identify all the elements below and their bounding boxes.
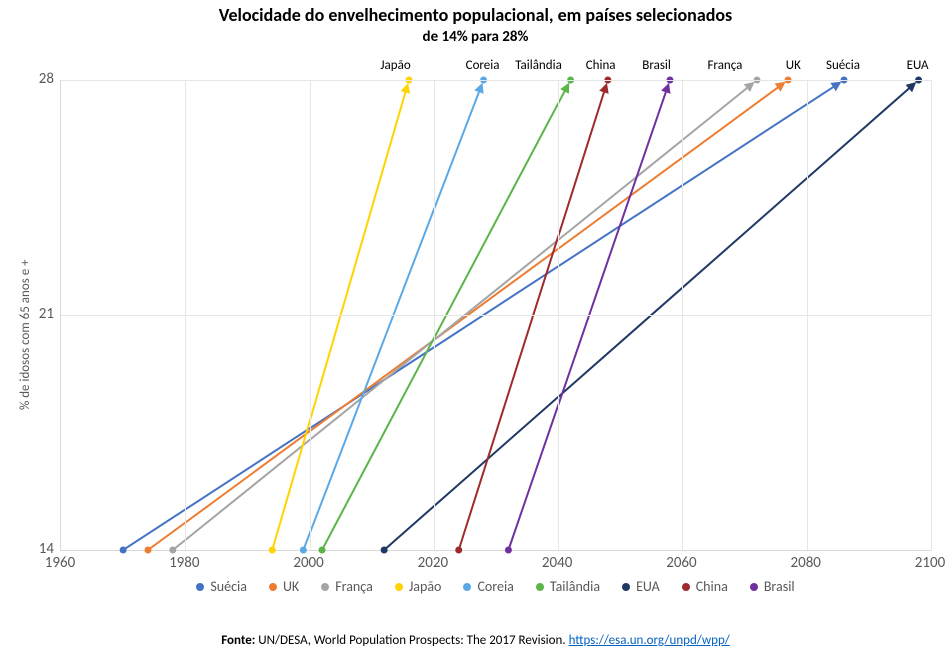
grid-line-v [931,80,932,550]
y-axis-label: % de idosos com 65 anos e + [18,259,33,410]
series-top-label: França [707,58,742,73]
y-tick-label: 21 [26,305,54,323]
x-tick-label: 2020 [418,554,448,572]
series-line [148,84,783,550]
series-top-label: Tailândia [515,58,562,73]
series-line [272,86,407,550]
legend-item: China [682,578,728,595]
series-start-marker [269,547,276,554]
aging-speed-chart: Velocidade do envelhecimento populaciona… [0,0,951,658]
legend-item: Suécia [196,578,247,595]
x-tick-label: 1960 [45,554,75,572]
series-start-marker [381,547,388,554]
y-tick-label: 28 [26,70,54,88]
legend-label: França [335,578,373,595]
legend-label: UK [283,578,299,595]
series-line [303,86,481,550]
series-top-label: Coreia [466,58,500,73]
legend-label: China [696,578,728,595]
legend-item: Brasil [750,578,795,595]
legend-item: EUA [622,578,660,595]
legend-marker-icon [682,583,690,591]
series-start-marker [169,547,176,554]
chart-legend: Suécia UK França Japão Coreia Tailândia EUA Chi… [60,578,931,595]
x-tick-label: 2060 [666,554,696,572]
legend-label: Brasil [764,578,795,595]
legend-marker-icon [622,583,630,591]
chart-title-line1: Velocidade do envelhecimento populaciona… [0,4,951,26]
x-tick-label: 1980 [169,554,199,572]
source-text: UN/DESA, World Population Prospects: The… [255,633,568,648]
legend-item: UK [269,578,299,595]
legend-marker-icon [321,583,329,591]
legend-marker-icon [269,583,277,591]
legend-label: EUA [636,578,660,595]
legend-marker-icon [463,583,471,591]
series-top-label: EUA [907,58,929,73]
legend-marker-icon [536,583,544,591]
legend-item: Coreia [463,578,513,595]
x-tick-label: 2040 [542,554,572,572]
legend-marker-icon [750,583,758,591]
series-start-marker [120,547,127,554]
grid-line-h [61,315,931,316]
x-tick-label: 2080 [790,554,820,572]
grid-line-h [61,80,931,81]
plot-area [60,80,931,551]
legend-marker-icon [395,583,403,591]
series-line [322,85,568,550]
legend-item: França [321,578,373,595]
legend-marker-icon [196,583,204,591]
source-footer: Fonte: UN/DESA, World Population Prospec… [0,633,951,648]
x-tick-label: 2000 [293,554,323,572]
chart-title-block: Velocidade do envelhecimento populaciona… [0,4,951,46]
legend-label: Coreia [477,578,513,595]
series-top-label: UK [786,58,801,73]
legend-item: Japão [395,578,442,595]
series-start-marker [300,547,307,554]
series-start-marker [145,547,152,554]
series-start-marker [455,547,462,554]
source-link[interactable]: https://esa.un.org/unpd/wpp/ [569,633,730,648]
series-top-label: Suécia [826,58,860,73]
series-top-label: Brasil [642,58,671,73]
series-start-marker [505,547,512,554]
x-tick-label: 2100 [915,554,945,572]
series-top-label: China [586,58,616,73]
series-top-label: Japão [380,58,410,73]
legend-label: Tailândia [550,578,600,595]
legend-label: Suécia [210,578,247,595]
legend-label: Japão [409,578,442,595]
source-prefix: Fonte: [221,633,255,648]
chart-title-line2: de 14% para 28% [0,28,951,46]
series-start-marker [319,547,326,554]
legend-item: Tailândia [536,578,600,595]
